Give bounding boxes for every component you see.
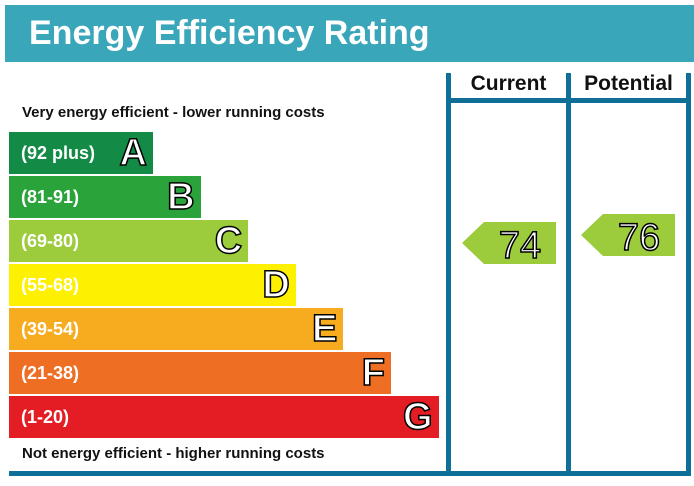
- band-letter: B: [166, 175, 195, 219]
- band-c: (69-80) C: [9, 219, 249, 263]
- band-range: (21-38): [21, 362, 80, 383]
- bottom-border: [9, 471, 691, 476]
- current-rating-arrow: 74: [462, 222, 556, 266]
- band-range: (69-80): [21, 230, 80, 251]
- band-letter: G: [402, 395, 433, 439]
- band-letter: A: [119, 131, 148, 175]
- band-f: (21-38) F: [9, 351, 391, 395]
- band-g: (1-20) G: [9, 395, 439, 439]
- band-range: (1-20): [21, 406, 70, 427]
- band-a: (92 plus) A: [9, 131, 153, 175]
- column-divider: [686, 73, 691, 472]
- chart-title: Energy Efficiency Rating: [5, 5, 694, 62]
- column-divider: [446, 73, 451, 472]
- band-d: (55-68) D: [9, 263, 296, 307]
- band-b: (81-91) B: [9, 175, 201, 219]
- band-letter: C: [214, 219, 243, 263]
- current-arrow-shape: [462, 222, 556, 264]
- column-divider: [566, 73, 571, 472]
- band-range: (81-91): [21, 186, 80, 207]
- bottom-note: Not energy efficient - higher running co…: [22, 445, 325, 462]
- potential-rating-arrow: 76: [581, 214, 675, 258]
- potential-arrow-shape: [581, 214, 675, 256]
- band-range: (39-54): [21, 318, 80, 339]
- current-rating-value: 74: [499, 225, 541, 266]
- column-header-current: Current: [470, 72, 547, 95]
- band-letter: E: [311, 307, 338, 351]
- column-header-potential: Potential: [584, 72, 673, 95]
- band-range: (55-68): [21, 274, 80, 295]
- band-range: (92 plus): [21, 142, 96, 163]
- potential-rating-value: 76: [618, 217, 660, 258]
- band-letter: F: [361, 351, 386, 395]
- top-note: Very energy efficient - lower running co…: [22, 104, 325, 121]
- band-e: (39-54) E: [9, 307, 344, 351]
- band-letter: D: [262, 263, 291, 307]
- header-divider: [446, 98, 691, 103]
